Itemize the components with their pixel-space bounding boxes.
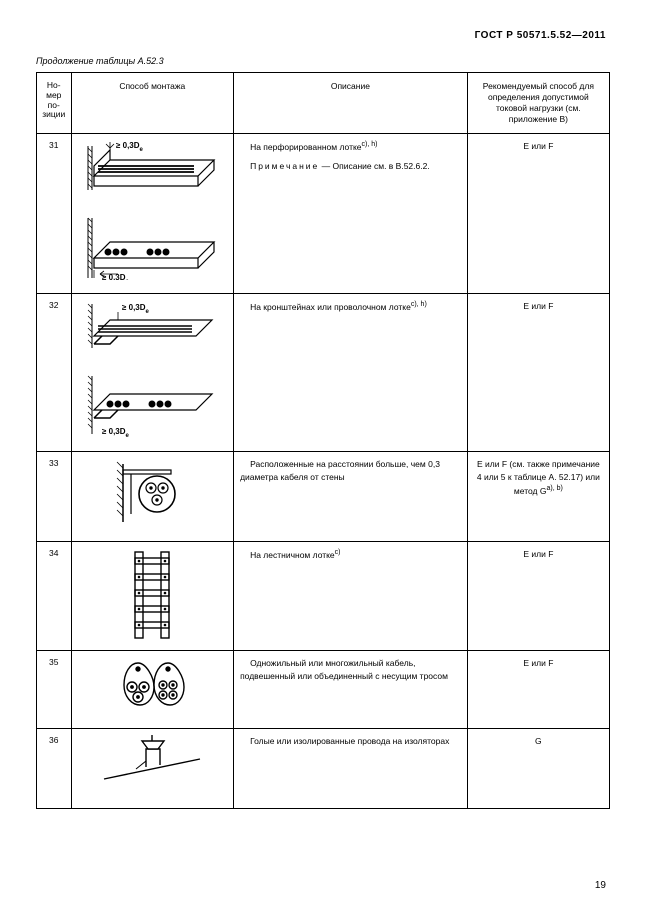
cell-num: 36 [37,729,72,809]
table-caption: Продолжение таблицы А.52.3 [36,56,610,66]
cell-illustration [71,651,234,729]
desc-text: На перфорированном лоткеc), h) [240,140,461,154]
cell-desc: Расположенные на расстоянии больше, чем … [234,452,468,542]
svg-text:≥ 0,3De: ≥ 0,3De [102,273,130,280]
table-row: 31 [37,134,610,294]
table-row: 35 [37,651,610,729]
table-row: 32 [37,294,610,452]
cell-illustration [71,452,234,542]
svg-text:≥ 0,3De: ≥ 0,3De [102,427,130,439]
cell-illustration [71,542,234,651]
table-row: 34 [37,542,610,651]
cell-rec: E или F [467,651,609,729]
cell-desc: Голые или изолированные прово­да на изол… [234,729,468,809]
cell-desc: Одножильный или многожильный кабель, под… [234,651,468,729]
col-rec: Рекомендуемый способ для определения доп… [467,73,609,134]
suspended-cable-icon [112,657,192,711]
page: ГОСТ Р 50571.5.52—2011 Продолжение табли… [0,0,646,913]
table-row: 33 [37,452,610,542]
cell-rec: G [467,729,609,809]
cell-num: 35 [37,651,72,729]
cell-illustration: ≥ 0,3De [71,134,234,294]
cell-num: 32 [37,294,72,452]
cell-rec: E или F (см. также примечание 4 или 5 к … [467,452,609,542]
cell-illustration [71,729,234,809]
insulator-wire-icon [102,735,202,785]
cell-rec: E или F [467,134,609,294]
spaced-from-wall-icon [107,458,197,528]
bracket-tray-icon: ≥ 0,3De [82,300,222,440]
page-number: 19 [595,880,606,891]
main-table: Но-мерпо-зиции Способ монтажа Описание Р… [36,72,610,809]
tray-perforated-icon: ≥ 0,3De [82,140,222,280]
cell-desc: На лестничном лоткеc) [234,542,468,651]
cell-rec: E или F [467,294,609,452]
svg-text:≥ 0,3De: ≥ 0,3De [116,141,144,153]
cell-rec: E или F [467,542,609,651]
table-row: 36 Голые или изолированные прово­да [37,729,610,809]
desc-note: Примечание — Описание см. в В.52.6.2. [240,160,461,173]
cell-illustration: ≥ 0,3De [71,294,234,452]
cell-num: 34 [37,542,72,651]
cell-num: 31 [37,134,72,294]
cell-desc: На перфорированном лоткеc), h) Примечани… [234,134,468,294]
cell-num: 33 [37,452,72,542]
col-num: Но-мерпо-зиции [37,73,72,134]
col-desc: Описание [234,73,468,134]
cell-desc: На кронштейнах или проволочном лоткеc), … [234,294,468,452]
col-method: Способ монтажа [71,73,234,134]
ladder-tray-icon [117,548,187,642]
svg-text:≥ 0,3De: ≥ 0,3De [122,303,150,315]
doc-code: ГОСТ Р 50571.5.52—2011 [475,30,606,41]
table-header-row: Но-мерпо-зиции Способ монтажа Описание Р… [37,73,610,134]
